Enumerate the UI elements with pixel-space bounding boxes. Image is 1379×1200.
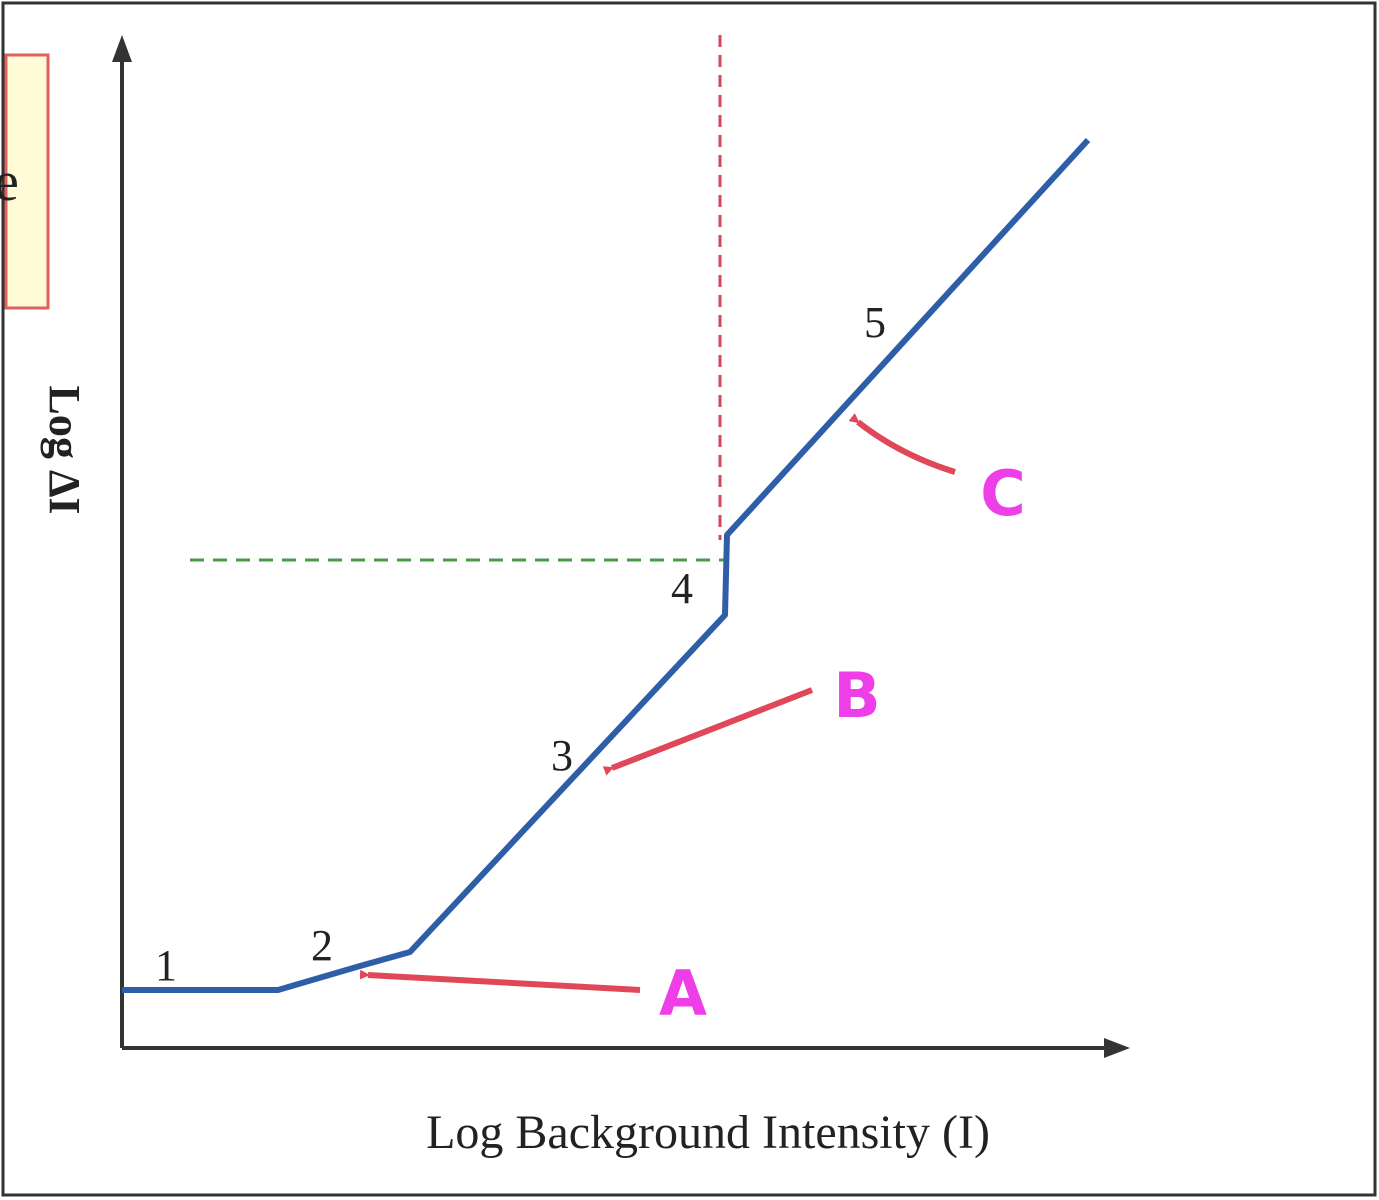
segment-label: 5	[864, 298, 886, 347]
arrow-label: C	[980, 457, 1026, 530]
arrow-c	[848, 413, 956, 475]
side-box	[4, 53, 50, 310]
segment-label: 1	[155, 941, 177, 990]
x-axis-label: Log Background Intensity (I)	[426, 1106, 990, 1159]
arrow-b	[602, 687, 814, 776]
segment-label: 2	[311, 921, 333, 970]
y-axis-label: Log ΔI	[40, 385, 89, 514]
y-axis-arrow	[112, 35, 132, 62]
curve	[122, 137, 1091, 993]
x-axis-arrow	[1104, 1038, 1130, 1058]
arrow-a	[359, 969, 641, 993]
side-box-text: e	[0, 151, 19, 213]
arrow-label: B	[833, 659, 880, 732]
segment-label: 4	[671, 564, 693, 613]
segment-label: 3	[551, 731, 573, 780]
arrow-label: A	[659, 957, 707, 1030]
